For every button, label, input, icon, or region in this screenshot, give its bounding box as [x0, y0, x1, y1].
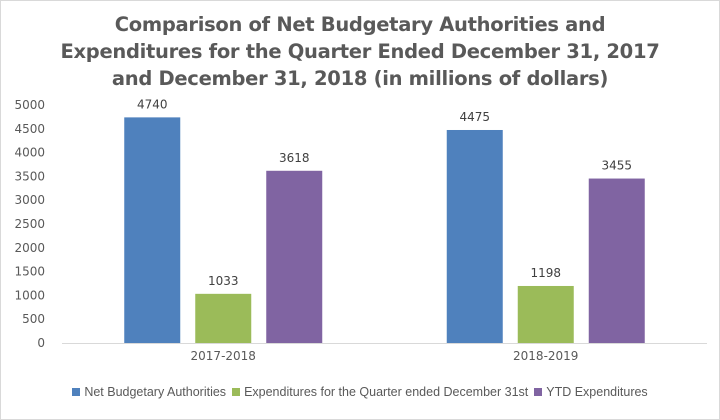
bar-2017-2018-series-1	[195, 293, 252, 343]
legend-item: Expenditures for the Quarter ended Decem…	[232, 385, 528, 399]
bar-2017-2018-series-2	[266, 170, 323, 343]
bar-2018-2019-series-1	[517, 285, 574, 343]
chart-title: Comparison of Net Budgetary Authorities …	[0, 11, 720, 92]
legend-label: Expenditures for the Quarter ended Decem…	[244, 385, 529, 399]
data-label: 3455	[601, 159, 632, 173]
y-tick-label: 5000	[14, 98, 45, 112]
data-label: 3618	[279, 151, 310, 165]
x-tick-label: 2017-2018	[191, 349, 256, 363]
legend-item: Net Budgetary Authorities	[72, 385, 226, 399]
y-tick-label: 500	[22, 312, 45, 326]
y-axis: 0 500 1000 1500 2000 2500 3000 3500 4000 4500 5000	[14, 98, 45, 350]
data-label: 4475	[459, 110, 490, 124]
chart-title-line-1: Comparison of Net Budgetary Authorities …	[114, 13, 606, 36]
bar-2018-2019-series-0	[446, 129, 503, 343]
y-tick-label: 2000	[14, 241, 45, 255]
legend-label: Net Budgetary Authorities	[84, 385, 227, 399]
legend-swatch	[534, 388, 543, 396]
bars	[124, 117, 645, 343]
legend-swatch	[232, 388, 241, 396]
y-tick-label: 1500	[14, 265, 45, 279]
legend: Net Budgetary Authorities Expenditures fo…	[0, 385, 720, 399]
data-label: 4740	[137, 97, 168, 111]
data-label: 1033	[208, 274, 239, 288]
bar-2017-2018-series-0	[124, 117, 181, 343]
y-tick-label: 4000	[14, 146, 45, 160]
chart-title-line-2: Expenditures for the Quarter Ended Decem…	[60, 40, 660, 63]
x-tick-label: 2018-2019	[513, 349, 578, 363]
legend-label: YTD Expenditures	[546, 385, 648, 399]
x-axis: 2017-2018 2018-2019	[191, 349, 579, 363]
data-labels: 4740 1033 3618 4475 1198 3455	[137, 97, 632, 287]
legend-swatch	[72, 388, 81, 396]
y-tick-label: 1000	[14, 288, 45, 302]
y-tick-label: 0	[37, 336, 45, 350]
chart-title-line-3: and December 31, 2018 (in millions of do…	[111, 67, 609, 90]
y-tick-label: 3000	[14, 193, 45, 207]
data-label: 1198	[530, 266, 561, 280]
y-tick-label: 2500	[14, 217, 45, 231]
y-tick-label: 3500	[14, 169, 45, 183]
y-tick-label: 4500	[14, 122, 45, 136]
bar-2018-2019-series-2	[588, 178, 645, 343]
legend-item: YTD Expenditures	[534, 385, 648, 399]
